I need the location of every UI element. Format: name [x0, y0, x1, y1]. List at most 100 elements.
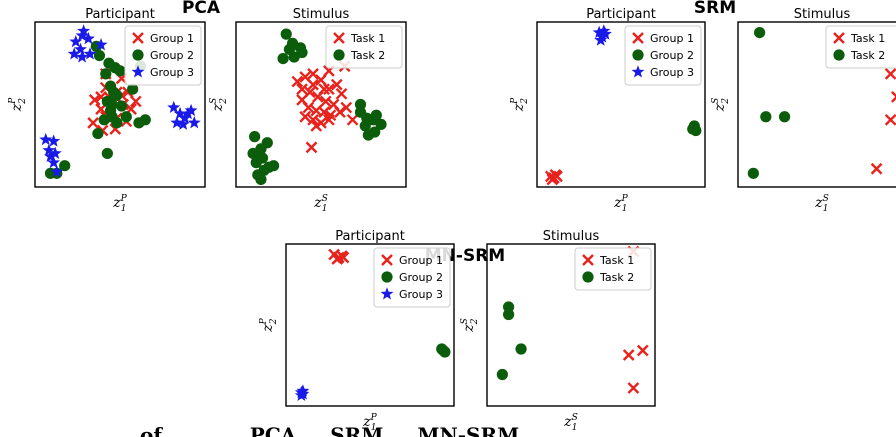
x-marker: Task 1: (0.45, 0.4) — [307, 113, 319, 126]
series-group-2: Group 2: (0.96, 0.34)Group 2: (0.98, 0.3… — [436, 343, 451, 358]
circle-marker: Task 2: (0.8, 0.3) — [362, 129, 374, 141]
circle-marker: Task 2: (0.85, 0.43) — [370, 109, 382, 121]
star-marker: Group 3: (0.31, 0.83) — [83, 47, 97, 60]
x-marker: Task 1: (0.96, 0.33) — [636, 344, 649, 357]
legend-box — [574, 247, 652, 291]
panel-title: Participant — [85, 7, 155, 22]
circle-marker: Task 2: (0.18, 0.34) — [515, 343, 527, 355]
star-marker: Group 3: (0.39, 0.98) — [597, 24, 611, 37]
circle-marker: Task 2: (0.06, 0.05) — [747, 167, 759, 179]
star-marker: Group 3: (0.88, 0.44) — [173, 106, 187, 120]
x-axis-label: zP 1 — [112, 194, 127, 214]
legend-label: Task 2 — [350, 49, 385, 62]
series-group-2: Group 2: (0.97, 0.36)Group 2: (0.98, 0.3… — [687, 120, 702, 137]
circle-marker: Group 2: (0.51, 0.49) — [115, 100, 128, 112]
series-group-3: Group 3: (0.06, 0.05)Group 3: (0.07, 0.0… — [294, 384, 310, 401]
circle-marker: Task 2: (0.26, 0.8) — [277, 53, 289, 65]
circle-marker: Group 2: (0.54, 0.42) — [120, 111, 132, 123]
figure-srm: SRM Participant Group 1: (0.05, 0.03)Group… — [510, 0, 896, 214]
legend-marker — [833, 49, 845, 61]
legend: Task 1 Task 2 — [325, 25, 403, 69]
circle-marker: Group 2: (0.42, 0.18) — [101, 147, 113, 160]
star-marker: Group 3: (0.09, 0.18) — [48, 146, 62, 159]
circle-marker: Group 2: (0.5, 0.72) — [114, 65, 126, 77]
legend: Task 1 Task 2 — [825, 25, 896, 69]
x-marker: Task 1: (0.47, 0.36) — [310, 120, 323, 132]
circle-marker: Group 2: (0.48, 0.38) — [111, 117, 123, 129]
x-marker: Task 1: (0.6, 0.63) — [330, 78, 343, 91]
circle-marker: Task 2: (0.26, 0.42) — [778, 111, 791, 123]
circle-marker: Task 2: (0.12, 0.01) — [255, 173, 267, 186]
legend-label: Group 1 — [399, 254, 443, 267]
x-marker: Task 1: (0.38, 0.6) — [296, 83, 308, 96]
star-marker: Group 3: (0.08, 0.12) — [47, 155, 61, 169]
legend: Group 1 Group 2 Group 3 — [124, 25, 202, 86]
legend: Group 1 Group 2 Group 3 — [373, 247, 451, 308]
x-marker: Task 1: (0.35, 0.65) — [291, 75, 304, 88]
x-marker: Task 1: (0.7, 0.4) — [346, 113, 359, 126]
figure-suptitle: SRM — [694, 0, 736, 18]
series-task-2: Task 2: (0.28, 0.96)Task 2: (0.32, 0.9)T… — [247, 28, 387, 186]
series-task-2: Task 2: (0.1, 0.97) Task 2: (0.14, 0.42) T… — [747, 26, 791, 179]
circle-marker: Group 2: (0.96, 0.34) — [687, 123, 699, 135]
y-axis-label: zP2 — [259, 317, 279, 332]
legend-label: Task 1 — [599, 254, 634, 267]
y-axis-label: zS2 — [711, 98, 731, 113]
legend-marker — [380, 287, 394, 300]
x-axis-label: zS 1 — [814, 194, 829, 214]
series-group-1: Group 1: (0.27, 0.97)Group 1: (0.3, 0.95… — [328, 248, 350, 265]
legend-marker — [333, 49, 345, 61]
x-marker: Task 1: (0.52, 0.6) — [318, 83, 331, 96]
axes-frame — [34, 21, 206, 188]
x-marker: Task 1: (0.85, 0.08) — [870, 162, 883, 175]
x-marker: Group 1: (0.33, 0.38) — [87, 117, 99, 129]
panel-participant: Participant Group 1: (0.27, 0.97)Group 1:… — [259, 229, 455, 433]
x-marker: Task 1: (0.52, 0.45) — [318, 106, 331, 118]
legend: Task 1 Task 2 — [574, 247, 652, 291]
legend-label: Group 3 — [650, 66, 694, 79]
x-marker: Group 1: (0.33, 0.95) — [337, 251, 350, 264]
circle-marker: Task 2: (0.06, 0.17) — [496, 368, 508, 381]
star-marker: Group 3: (0.07, 0.06) — [296, 384, 310, 397]
circle-marker: Task 2: (0.1, 0.97) — [754, 26, 766, 39]
legend-marker — [381, 254, 393, 266]
series-group-3: Group 3: (0.36, 0.97)Group 3: (0.38, 0.9… — [592, 24, 612, 46]
panel-title: Stimulus — [794, 7, 851, 22]
plot-area: Group 1: (0.34, 0.53)Group 1: (0.38, 0.5… — [39, 24, 201, 179]
legend-label: Group 2 — [650, 49, 694, 62]
legend-label: Group 1 — [650, 32, 694, 45]
legend-marker — [632, 49, 644, 61]
circle-marker: Task 2: (0.08, 0.29) — [249, 131, 261, 143]
legend-marker — [132, 32, 144, 44]
circle-marker: Task 2: (0.28, 0.96) — [280, 28, 292, 40]
axes-frame — [486, 243, 656, 407]
plot-area: Group 1: (0.05, 0.03)Group 1: (0.07, 0.0… — [544, 24, 702, 186]
x-marker: Task 1: (0.44, 0.22) — [305, 141, 318, 154]
star-marker: Group 3: (0.37, 0.92) — [594, 33, 608, 46]
x-marker: Task 1: (0.4, 0.42) — [299, 110, 312, 123]
legend-label: Group 3 — [150, 66, 194, 79]
series-group-3: Group 3: (0.27, 0.98)Group 3: (0.3, 0.93… — [39, 24, 201, 178]
y-axis-label: zP2 — [510, 97, 530, 112]
series-task-1: Task 1: (0.94, 0.7) Task 1: (0.98, 0.55) T… — [870, 68, 896, 175]
x-marker: Task 1: (0.9, 0.08) — [627, 382, 640, 394]
axes-frame — [235, 21, 407, 188]
x-axis-label: zP 1 — [362, 413, 377, 433]
series-group-1: Group 1: (0.05, 0.03)Group 1: (0.07, 0.0… — [544, 169, 563, 186]
legend-marker — [333, 32, 345, 44]
star-marker: Group 3: (0.03, 0.27) — [39, 132, 53, 146]
star-marker: Group 3: (0.86, 0.38) — [170, 116, 184, 129]
legend-label: Group 2 — [399, 271, 443, 284]
y-axis-label: zS2 — [460, 318, 480, 333]
legend-marker — [582, 271, 594, 283]
panel-stimulus: Stimulus Task 1: (0.94, 0.7) Task 1: (0.98… — [711, 7, 896, 214]
panel-participant: Participant Group 1: (0.05, 0.03)Group 1:… — [510, 7, 706, 214]
x-marker: Task 1: (0.94, 0.7) — [884, 68, 896, 80]
star-marker: Group 3: (0.05, 0.2) — [42, 143, 56, 156]
caption-fragment: …of … … … PCA … SRM … MN-SRM … — [120, 423, 546, 437]
x-axis-label: zS 1 — [313, 194, 328, 214]
circle-marker: Task 2: (0.16, 0.25) — [261, 137, 273, 149]
